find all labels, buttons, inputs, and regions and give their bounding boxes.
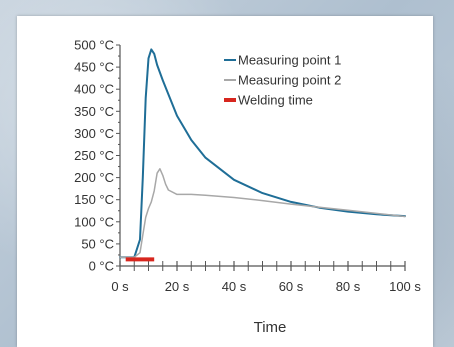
x-tick-label: 40 s	[222, 279, 247, 294]
y-tick-label: 300 °C	[74, 126, 114, 141]
y-tick-label: 150 °C	[74, 192, 114, 207]
y-tick-label: 200 °C	[74, 170, 114, 185]
x-tick-label: 100 s	[389, 279, 421, 294]
y-tick-label: 500 °C	[74, 38, 114, 53]
x-tick-label: 20 s	[165, 279, 190, 294]
x-axis-label: Time	[254, 319, 287, 336]
legend-label: Welding time	[238, 93, 313, 108]
series-lines	[119, 48, 406, 262]
y-tick-label: 450 °C	[74, 60, 114, 75]
line-chart: 0 °C 50 °C 100 °C 150 °C 200 °C 250 °C 300 °C 3…	[74, 38, 421, 337]
x-tick-label: 60 s	[279, 279, 304, 294]
x-tick-label: 0 s	[111, 279, 129, 294]
legend-label: Measuring point 1	[238, 53, 341, 68]
y-tick-label: 0 °C	[89, 259, 114, 274]
chart-card: 0 °C 50 °C 100 °C 150 °C 200 °C 250 °C 300 °C 3…	[17, 16, 433, 347]
y-tick-label: 50 °C	[81, 236, 114, 251]
x-tick-label: 80 s	[336, 279, 361, 294]
legend: Measuring point 1 Measuring point 2 Weldin…	[224, 53, 341, 108]
y-tick-label: 250 °C	[74, 148, 114, 163]
y-tick-label: 350 °C	[74, 104, 114, 119]
y-axis: 0 °C 50 °C 100 °C 150 °C 200 °C 250 °C 300 °C 3…	[74, 38, 121, 274]
y-tick-label: 400 °C	[74, 82, 114, 97]
x-axis: 0 s 20 s 40 s 60 s 80 s 100 s	[111, 261, 421, 294]
series-line-2	[119, 168, 406, 258]
y-tick-label: 100 °C	[74, 214, 114, 229]
legend-label: Measuring point 2	[238, 73, 341, 88]
